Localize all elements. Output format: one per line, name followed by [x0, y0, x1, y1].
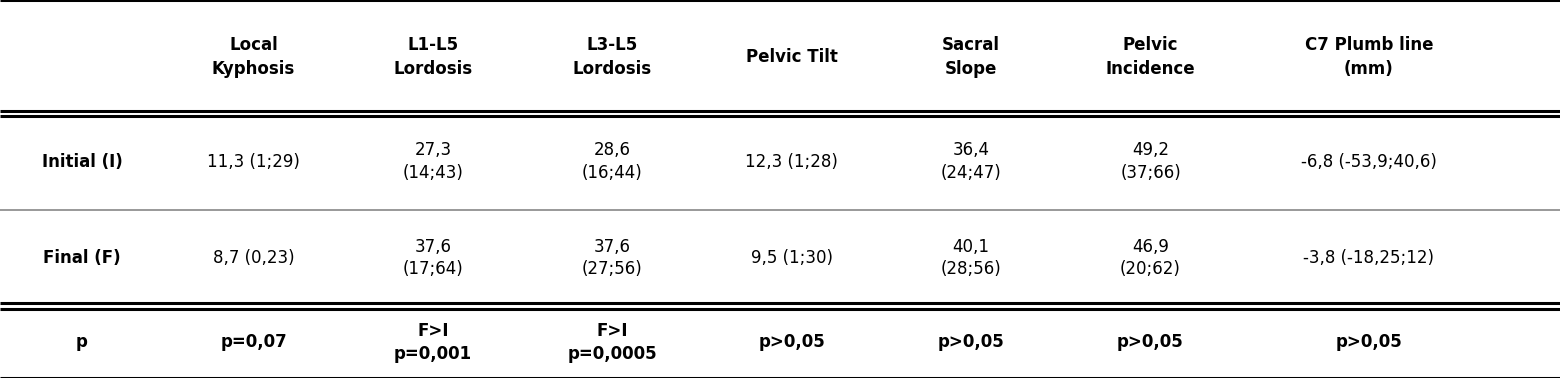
Text: F>I
p=0,0005: F>I p=0,0005 — [568, 322, 657, 363]
Text: p>0,05: p>0,05 — [1335, 333, 1402, 351]
Text: -6,8 (-53,9;40,6): -6,8 (-53,9;40,6) — [1301, 153, 1437, 170]
Text: 40,1
(28;56): 40,1 (28;56) — [941, 237, 1002, 279]
Text: L3-L5
Lordosis: L3-L5 Lordosis — [573, 36, 652, 77]
Text: p=0,07: p=0,07 — [220, 333, 287, 351]
Text: p>0,05: p>0,05 — [758, 333, 825, 351]
Text: 8,7 (0,23): 8,7 (0,23) — [212, 249, 295, 267]
Text: 9,5 (1;30): 9,5 (1;30) — [750, 249, 833, 267]
Text: p>0,05: p>0,05 — [938, 333, 1005, 351]
Text: C7 Plumb line
(mm): C7 Plumb line (mm) — [1304, 36, 1434, 77]
Text: 27,3
(14;43): 27,3 (14;43) — [402, 141, 463, 182]
Text: Pelvic
Incidence: Pelvic Incidence — [1106, 36, 1195, 77]
Text: 49,2
(37;66): 49,2 (37;66) — [1120, 141, 1181, 182]
Text: Local
Kyphosis: Local Kyphosis — [212, 36, 295, 77]
Text: 37,6
(27;56): 37,6 (27;56) — [582, 237, 643, 279]
Text: p: p — [76, 333, 87, 351]
Text: Initial (I): Initial (I) — [42, 153, 122, 170]
Text: 46,9
(20;62): 46,9 (20;62) — [1120, 237, 1181, 279]
Text: 12,3 (1;28): 12,3 (1;28) — [746, 153, 838, 170]
Text: Sacral
Slope: Sacral Slope — [942, 36, 1000, 77]
Text: Final (F): Final (F) — [44, 249, 120, 267]
Text: 36,4
(24;47): 36,4 (24;47) — [941, 141, 1002, 182]
Text: 28,6
(16;44): 28,6 (16;44) — [582, 141, 643, 182]
Text: Pelvic Tilt: Pelvic Tilt — [746, 48, 838, 66]
Text: L1-L5
Lordosis: L1-L5 Lordosis — [393, 36, 473, 77]
Text: -3,8 (-18,25;12): -3,8 (-18,25;12) — [1304, 249, 1434, 267]
Text: F>I
p=0,001: F>I p=0,001 — [393, 322, 473, 363]
Text: p>0,05: p>0,05 — [1117, 333, 1184, 351]
Text: 11,3 (1;29): 11,3 (1;29) — [207, 153, 300, 170]
Text: 37,6
(17;64): 37,6 (17;64) — [402, 237, 463, 279]
